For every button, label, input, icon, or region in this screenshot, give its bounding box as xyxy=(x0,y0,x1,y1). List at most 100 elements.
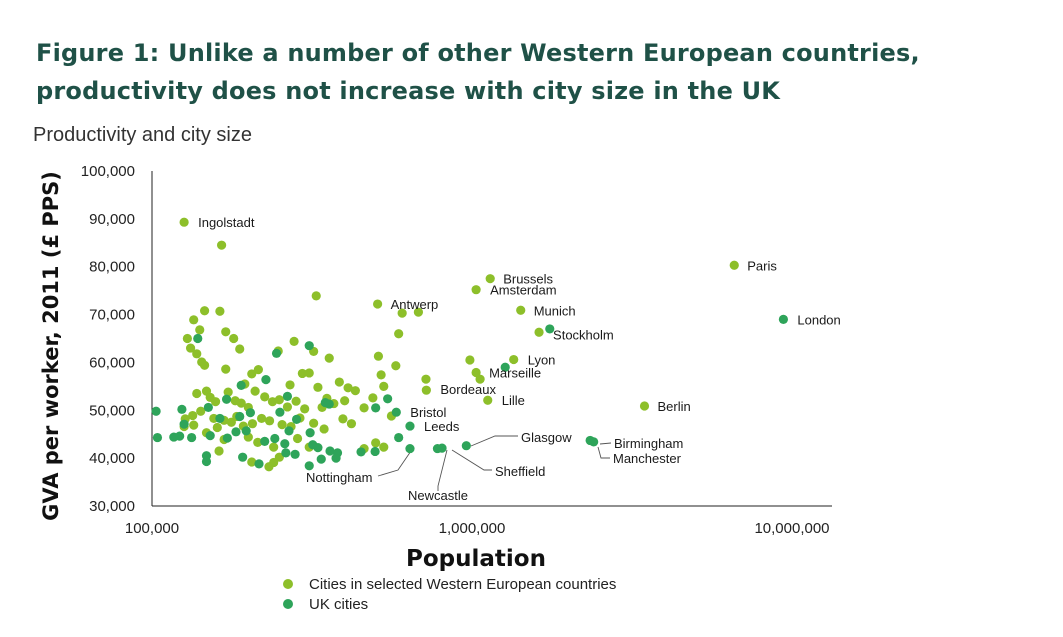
figure-title: Figure 1: Unlike a number of other Weste… xyxy=(36,34,1036,110)
eu-city-point xyxy=(397,308,407,318)
eu-city-point xyxy=(210,397,221,407)
eu-city-point xyxy=(289,336,299,346)
point-label: Leeds xyxy=(424,419,460,434)
point-label: Glasgow xyxy=(521,430,572,445)
eu-city-point xyxy=(277,420,287,430)
point-label: Lille xyxy=(502,393,525,408)
leader-line xyxy=(377,450,412,477)
eu-city-point xyxy=(253,365,263,375)
uk-city-point xyxy=(275,407,285,417)
eu-city-point xyxy=(475,374,485,384)
point-label: Brussels xyxy=(503,272,553,287)
eu-city-point xyxy=(639,401,650,411)
eu-city-point xyxy=(189,315,199,325)
uk-city-point xyxy=(282,391,293,402)
point-label: Amsterdam xyxy=(490,283,556,298)
eu-city-point xyxy=(215,306,225,316)
uk-city-point xyxy=(281,448,291,458)
eu-city-point xyxy=(256,413,267,424)
y-tick-label: 70,000 xyxy=(89,307,135,324)
eu-city-point xyxy=(350,386,360,396)
eu-city-point xyxy=(334,377,344,387)
eu-city-point xyxy=(192,349,202,359)
chart-legend: Cities in selected Western European coun… xyxy=(283,574,616,614)
uk-city-point xyxy=(432,443,443,454)
eu-city-point xyxy=(379,381,389,391)
eu-city-point xyxy=(391,361,401,371)
uk-city-point xyxy=(205,431,215,441)
point-label: Lyon xyxy=(528,353,556,368)
eu-city-point xyxy=(192,388,202,399)
figure-title-line-2: productivity does not increase with city… xyxy=(36,77,781,105)
uk-city-point xyxy=(545,324,555,334)
eu-city-point xyxy=(471,285,481,295)
eu-city-point xyxy=(274,452,284,462)
eu-city-point xyxy=(371,438,381,448)
point-label: Bristol xyxy=(410,405,446,420)
eu-city-point xyxy=(534,327,544,337)
eu-city-point xyxy=(483,395,493,405)
eu-city-point xyxy=(250,386,260,396)
y-tick-label: 90,000 xyxy=(89,211,135,228)
y-tick-label: 60,000 xyxy=(89,354,135,371)
y-tick-label: 30,000 xyxy=(89,498,135,515)
x-tick-label: 1,000,000 xyxy=(439,520,506,537)
eu-city-point xyxy=(264,416,275,426)
uk-city-point xyxy=(203,402,213,413)
uk-city-point xyxy=(151,406,161,416)
leader-line xyxy=(597,446,610,459)
legend-label-eu: Cities in selected Western European coun… xyxy=(309,575,617,593)
eu-city-point xyxy=(516,305,526,315)
legend-item-eu: Cities in selected Western European coun… xyxy=(283,574,616,594)
uk-city-point xyxy=(260,436,270,446)
uk-city-point xyxy=(169,432,179,442)
x-axis-title: Population xyxy=(406,546,546,572)
legend-marker-eu xyxy=(283,579,293,589)
eu-city-point xyxy=(373,351,384,361)
uk-city-point xyxy=(331,453,341,463)
uk-city-point xyxy=(291,414,302,424)
eu-city-point xyxy=(179,217,189,227)
eu-city-point xyxy=(313,382,323,392)
eu-city-point xyxy=(291,396,301,406)
uk-city-point xyxy=(254,459,264,469)
point-label: Ingolstadt xyxy=(198,215,255,230)
uk-city-point xyxy=(215,413,225,424)
data-points xyxy=(151,217,789,472)
uk-city-point xyxy=(280,439,290,449)
uk-city-point xyxy=(500,362,510,372)
uk-city-point xyxy=(370,446,380,457)
uk-city-point xyxy=(245,408,255,418)
eu-city-point xyxy=(300,404,310,414)
eu-city-point xyxy=(226,417,236,427)
uk-city-point xyxy=(221,394,232,404)
uk-city-point xyxy=(313,443,323,453)
point-label: Newcastle xyxy=(408,488,468,503)
uk-city-point xyxy=(152,432,163,443)
y-tick-label: 80,000 xyxy=(89,259,135,276)
uk-city-point xyxy=(304,461,314,471)
uk-city-point xyxy=(261,375,271,385)
eu-city-point xyxy=(285,380,295,390)
uk-city-point xyxy=(461,441,471,451)
chart-axes: 30,000 40,000 50,000 60,000 70,000 80,000 90,0… xyxy=(39,163,832,572)
eu-city-point xyxy=(340,396,350,406)
legend-item-uk: UK cities xyxy=(283,594,616,614)
point-label: Nottingham xyxy=(306,470,372,485)
uk-city-point xyxy=(236,380,246,390)
eu-city-point xyxy=(253,437,263,447)
uk-city-point xyxy=(177,404,187,414)
point-label: Manchester xyxy=(613,451,682,466)
eu-city-point xyxy=(465,355,475,365)
chart-subtitle: Productivity and city size xyxy=(33,124,252,146)
eu-city-point xyxy=(421,385,431,395)
point-label: London xyxy=(797,312,840,327)
point-label: Berlin xyxy=(658,399,691,414)
uk-city-point xyxy=(324,399,334,409)
leader-line xyxy=(599,442,612,445)
eu-city-point xyxy=(309,418,319,428)
y-tick-label: 100,000 xyxy=(81,163,135,180)
eu-city-point xyxy=(319,424,329,434)
point-label: Sheffield xyxy=(495,464,545,479)
